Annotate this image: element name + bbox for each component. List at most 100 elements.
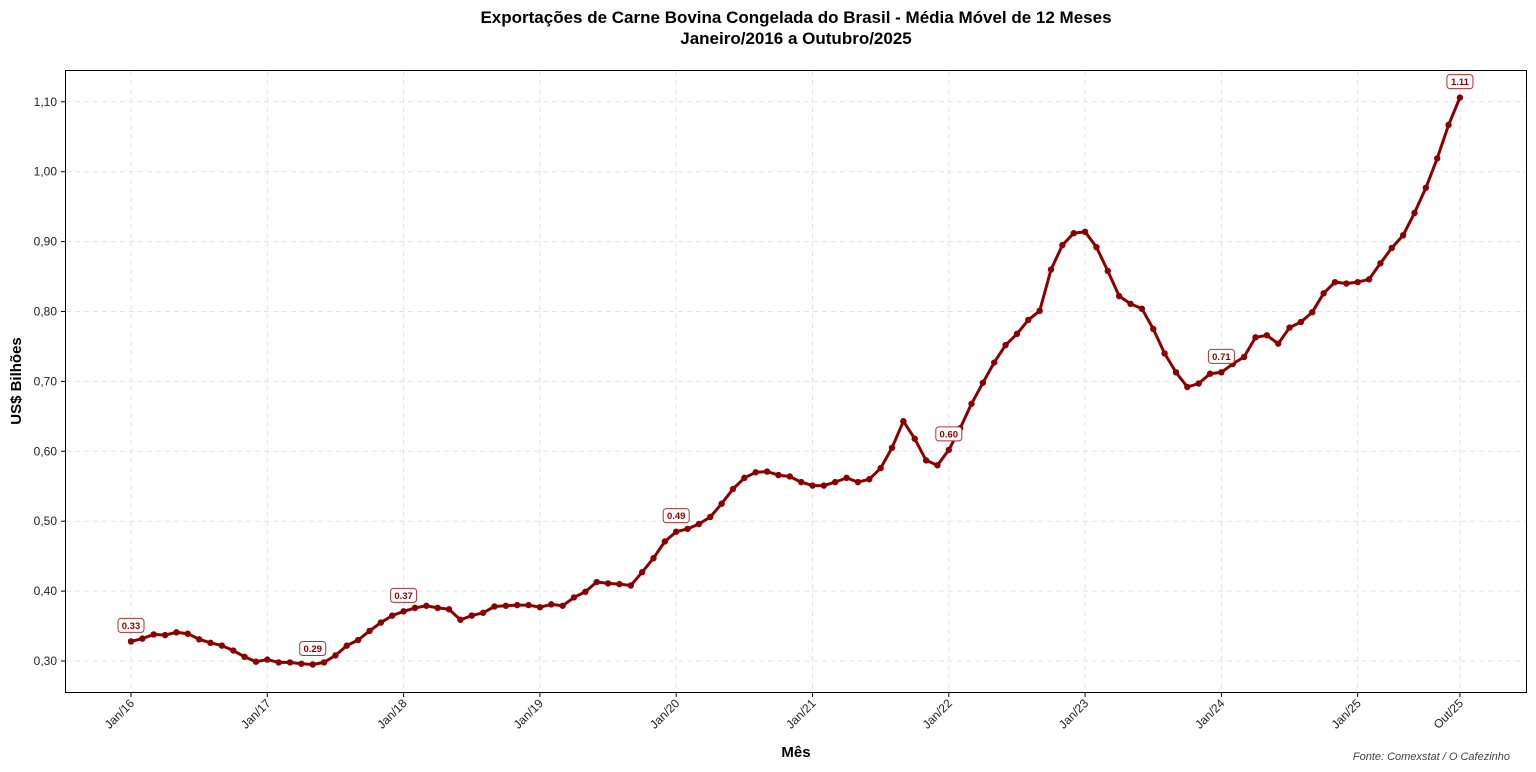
data-point [1343,280,1350,287]
data-point [195,636,203,643]
data-point [434,604,441,612]
y-tick-label: 0,60 [34,444,58,458]
data-point [1388,244,1395,252]
data-point [1252,334,1259,341]
data-point [502,602,510,609]
data-point [616,580,623,588]
x-axis: Jan/16 Jan/17 Jan/18 Jan/19 Jan/20 Jan/21 Jan/… [102,693,1467,732]
data-point [1093,243,1100,251]
data-point [1036,307,1043,315]
data-point [1240,353,1248,361]
data-point [366,627,373,635]
data-point [207,639,214,647]
data-point [809,482,816,489]
y-tick-label: 1,10 [34,95,58,109]
data-point [1070,230,1077,237]
data-point [1354,278,1361,286]
y-axis: 0,30 0,40 0,50 0,60 0,70 0,80 0,90 1,00 1,10 [34,95,65,668]
data-point [1161,350,1168,357]
data-point [1081,228,1089,236]
data-point [445,606,453,613]
data-point [786,473,793,480]
y-axis-label: US$ Bilhões [8,337,25,425]
data-point [650,555,657,562]
x-tick-label: Jan/18 [374,696,410,732]
data-point [1206,370,1214,377]
data-point [1138,305,1146,312]
data-point [309,661,316,668]
data-point [1104,267,1112,275]
source-note: Fonte: Comexstat / O Cafezinho [1353,751,1510,763]
data-point [1445,121,1452,129]
chart-title: Exportações de Carne Bovina Congelada do… [480,8,1111,27]
annotation-box [117,617,145,633]
data-point [968,400,975,407]
data-point [570,594,578,601]
x-tick-label: Jan/22 [920,696,956,732]
x-tick-label: Jan/19 [511,696,547,732]
data-point [1309,308,1316,316]
data-point [638,569,646,576]
data-point [298,660,305,667]
data-point [1013,330,1021,338]
data-point [1195,380,1202,387]
data-point [241,653,248,661]
x-tick-label: Jan/20 [647,696,683,732]
data-point [911,435,918,442]
y-tick-label: 0,80 [34,305,58,319]
y-tick-label: 0,30 [34,654,58,668]
chart-subtitle: Janeiro/2016 a Outubro/2025 [680,29,912,48]
data-point [1127,300,1134,308]
data-point [1320,290,1327,297]
data-point [673,528,680,535]
data-point [1422,184,1430,191]
data-point [866,476,873,483]
data-point [139,635,146,642]
data-point [161,631,169,639]
plot-area-frame [65,70,1527,693]
data-point [320,659,328,666]
data-point [707,513,714,521]
data-point [468,612,475,619]
data-point [922,457,930,464]
annotation-label: 0.37 [394,591,413,602]
data-point [264,656,271,663]
data-point [411,604,419,612]
y-tick-label: 0,40 [34,584,58,598]
data-point [377,619,385,626]
data-point [457,616,464,623]
data-point [1059,241,1066,249]
annotation-box [662,508,690,524]
data-point [343,642,351,649]
data-series [127,94,1464,668]
grid-lines [66,71,1526,692]
data-point [627,582,634,589]
x-tick-label: Jan/25 [1328,696,1364,732]
data-point [1286,324,1293,331]
data-point [661,538,669,545]
data-point [230,647,237,654]
data-point [536,603,544,611]
data-point [729,485,737,493]
data-point [695,520,703,528]
data-point [479,609,487,616]
data-point [1172,369,1180,376]
annotation-box [390,587,418,603]
data-point [1411,209,1418,217]
data-point [1456,94,1464,101]
annotation-label: 0.60 [940,429,959,440]
data-point [797,478,805,486]
data-point [832,478,839,486]
x-tick-label: Out/25 [1431,696,1467,732]
data-point [184,630,191,637]
x-tick-label: Jan/17 [238,696,274,732]
data-point [945,446,952,454]
data-point [252,658,260,665]
data-point [604,580,612,587]
data-point [1047,266,1055,273]
data-point [877,464,884,472]
data-point [934,462,941,469]
data-point [559,602,566,609]
x-tick-label: Jan/21 [783,696,819,732]
data-point [423,602,430,609]
